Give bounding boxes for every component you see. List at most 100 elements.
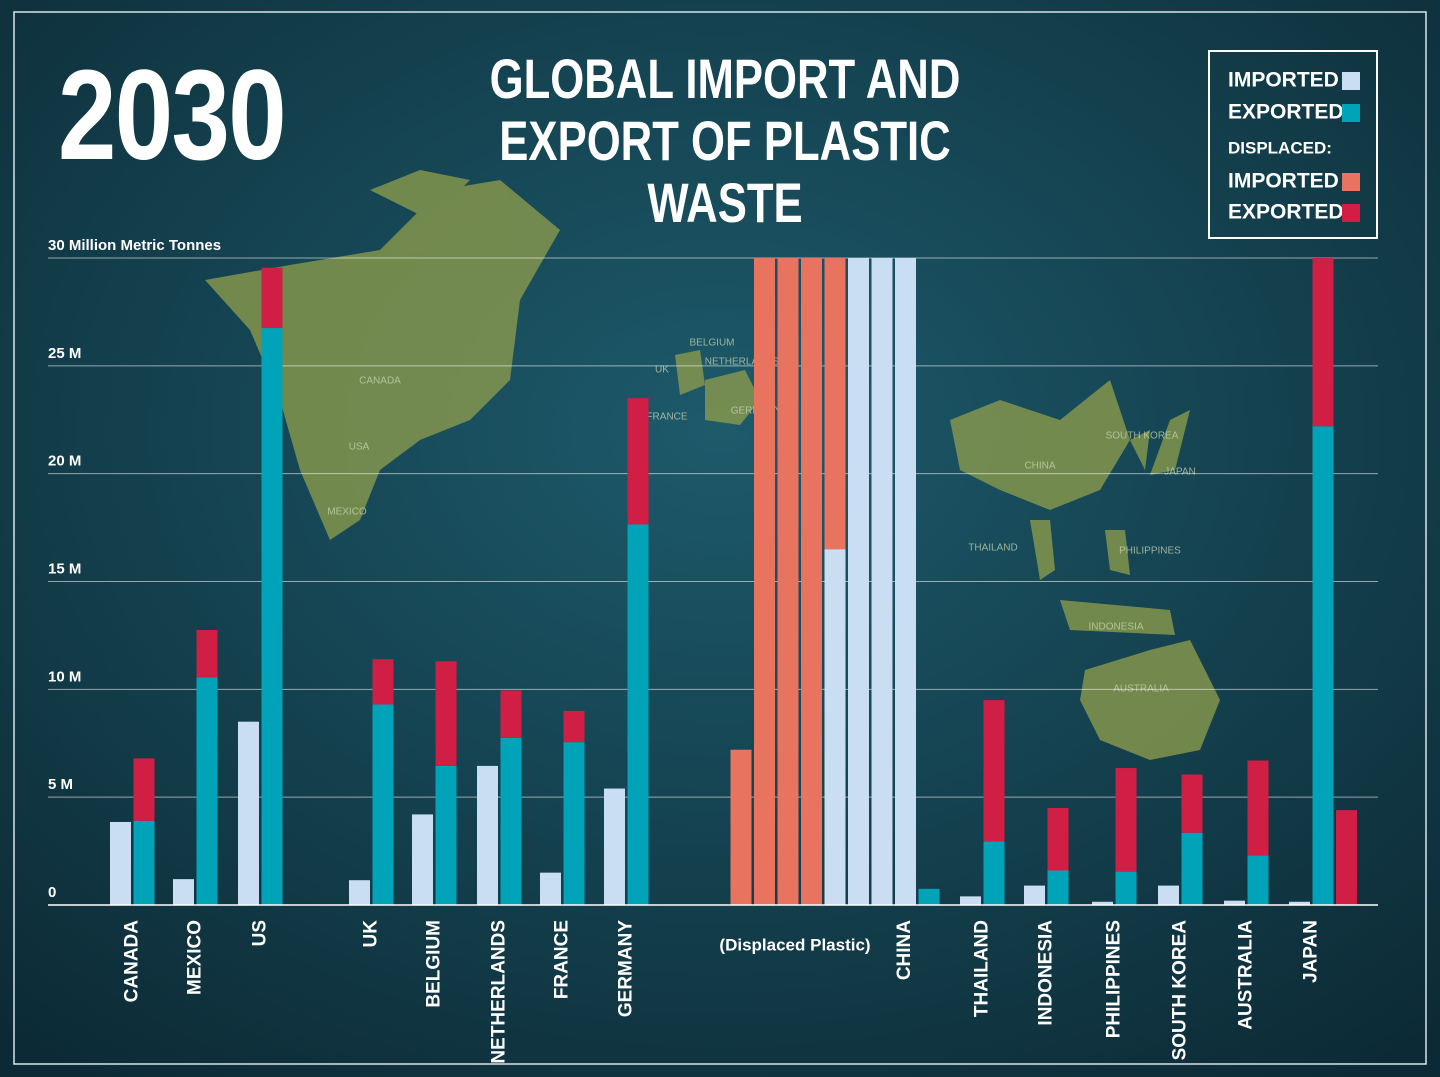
europe-shape (705, 370, 760, 425)
bar-segment (563, 742, 585, 905)
map-label: PHILIPPINES (1119, 546, 1181, 557)
frame (13, 11, 1427, 1065)
bar-segment (372, 704, 394, 905)
legend: IMPORTED EXPORTED IMPORTED EXPORTED DISPLACE… (1208, 50, 1378, 239)
bar-segment (1158, 885, 1179, 905)
map-label: INDONESIA (1088, 622, 1143, 633)
map-label: JAPAN (1164, 467, 1196, 478)
bar-segment (435, 765, 457, 905)
bar-segment (1047, 807, 1069, 871)
bar-segment (1047, 870, 1069, 905)
legend-swatch (1342, 204, 1360, 222)
bar-segment (196, 677, 218, 905)
x-tick-label: MEXICO (184, 920, 205, 995)
bar-segment (133, 758, 155, 821)
y-tick-label: 25 M (48, 345, 81, 362)
bar-segment (500, 737, 522, 905)
y-tick-label: 5 M (48, 776, 73, 793)
x-tick-label: UK (360, 920, 381, 948)
map-label: NETHERLANDS (705, 357, 780, 368)
map-label: CANADA (359, 376, 401, 387)
japan-shape (1150, 410, 1190, 475)
bar-segment (1092, 901, 1113, 905)
map-label: FRANCE (646, 412, 687, 423)
bar-segment (1312, 258, 1334, 427)
bar-segment (238, 721, 259, 905)
bar-segment (349, 880, 370, 905)
bar-segment (372, 659, 394, 705)
uk-shape (675, 350, 705, 395)
x-tick-label: PHILIPPINES (1103, 920, 1124, 1038)
bar-segment (540, 872, 561, 905)
map-label: MEXICO (327, 507, 367, 518)
y-tick-label: 30 Million Metric Tonnes (48, 237, 221, 254)
bar-segment (983, 700, 1005, 842)
legend-label: EXPORTED (1228, 201, 1344, 224)
legend-group-label: DISPLACED: (1228, 138, 1332, 157)
x-tick-label: FRANCE (551, 920, 572, 999)
x-tick-label: SOUTH KOREA (1169, 920, 1190, 1061)
bar-segment (1336, 810, 1357, 905)
map-label: UK (655, 365, 669, 376)
bar-segment (1115, 871, 1137, 905)
korea-shape (1130, 430, 1150, 470)
bar-segment (1247, 855, 1269, 905)
legend-label: EXPORTED (1228, 101, 1344, 124)
x-tick-label: JAPAN (1300, 920, 1321, 983)
bar-segment (1181, 832, 1203, 905)
bar-segment (871, 258, 893, 905)
legend-swatch (1342, 173, 1360, 191)
bar-segment (754, 258, 775, 905)
legend-box (1208, 50, 1378, 239)
bar-segment (1024, 885, 1045, 905)
legend-label: IMPORTED (1228, 69, 1339, 92)
bar-segment (730, 749, 752, 905)
x-tick-label: CANADA (121, 920, 142, 1003)
x-tick-label: US (249, 920, 270, 946)
bar-segment (133, 820, 155, 905)
x-tick-label: BELGIUM (423, 920, 444, 1008)
bar-segment (777, 258, 799, 905)
x-tick-label: THAILAND (971, 920, 992, 1017)
bar-segment (983, 841, 1005, 905)
thailand-shape (1030, 520, 1055, 580)
legend-label: IMPORTED (1228, 170, 1339, 193)
bar-segment (604, 788, 625, 905)
bar-segment (1224, 900, 1245, 905)
map-label: THAILAND (968, 543, 1017, 554)
bar-segment (627, 524, 649, 905)
bar-segment (261, 328, 283, 905)
bar-segment (848, 258, 869, 905)
x-tick-label: AUSTRALIA (1235, 920, 1256, 1030)
x-tick-label: GERMANY (615, 920, 636, 1017)
bar-segment (110, 821, 131, 905)
philippines-shape (1105, 530, 1130, 575)
world-map (205, 170, 1220, 760)
bar-segment (500, 690, 522, 738)
bar-segment (563, 710, 585, 743)
bar-segment (627, 398, 649, 525)
bar-segment (477, 765, 498, 905)
china-shape (950, 380, 1130, 510)
bar-segment (261, 267, 283, 329)
bar-segment (435, 661, 457, 766)
map-label: BELGIUM (689, 338, 734, 349)
north-america (205, 180, 560, 540)
y-tick-label: 20 M (48, 453, 81, 470)
x-tick-label: NETHERLANDS (488, 920, 509, 1064)
legend-swatch (1342, 72, 1360, 90)
greenland-area (370, 170, 470, 220)
bar-segment (801, 258, 822, 905)
x-tick-label: INDONESIA (1035, 920, 1056, 1026)
map-label: CHINA (1024, 461, 1055, 472)
bar-segment (895, 258, 916, 905)
bar-segment (824, 549, 846, 905)
bar-segment (1181, 774, 1203, 833)
map-label: USA (349, 442, 370, 453)
bar-segment (196, 630, 218, 678)
map-label: SOUTH KOREA (1106, 431, 1179, 442)
australia-shape (1080, 640, 1220, 760)
bar-segment (1247, 760, 1269, 856)
indonesia-shape (1060, 600, 1175, 635)
